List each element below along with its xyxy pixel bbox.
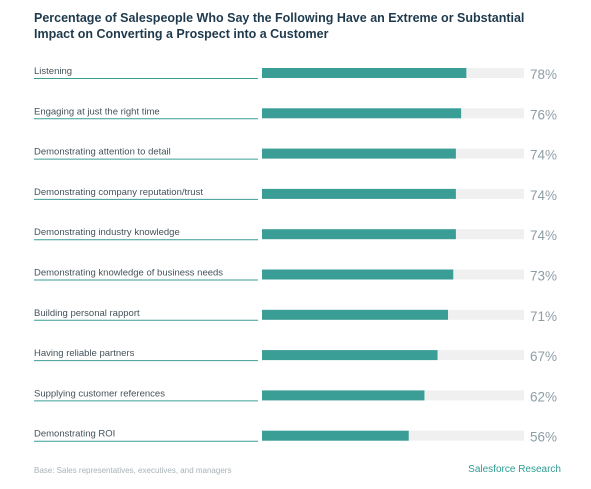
category-label: Building personal rapport bbox=[34, 308, 140, 319]
category-label: Demonstrating industry knowledge bbox=[34, 227, 180, 238]
value-label: 76% bbox=[530, 107, 557, 122]
bar bbox=[262, 390, 425, 401]
value-label: 74% bbox=[530, 148, 557, 163]
bar bbox=[262, 350, 438, 361]
chart-title-line-2: Impact on Converting a Prospect into a C… bbox=[34, 27, 329, 41]
category-label: Demonstrating attention to detail bbox=[34, 147, 171, 158]
bar bbox=[262, 269, 454, 280]
category-label: Demonstrating ROI bbox=[34, 429, 115, 440]
bar bbox=[262, 188, 456, 199]
brand-label: Salesforce Research bbox=[468, 464, 561, 475]
value-label: 78% bbox=[530, 67, 557, 82]
value-label: 67% bbox=[530, 349, 557, 364]
category-label: Listening bbox=[34, 66, 72, 77]
chart-title: Percentage of Salespeople Who Say the Fo… bbox=[34, 10, 574, 42]
value-label: 62% bbox=[530, 389, 557, 404]
bar bbox=[262, 229, 456, 240]
base-footnote: Base: Sales representatives, executives,… bbox=[34, 466, 232, 475]
value-label: 74% bbox=[530, 228, 557, 243]
category-label: Demonstrating company reputation/trust bbox=[34, 187, 203, 198]
chart-title-line-1: Percentage of Salespeople Who Say the Fo… bbox=[34, 11, 525, 25]
value-label: 71% bbox=[530, 309, 557, 324]
bar bbox=[262, 68, 467, 78]
category-label: Supplying customer references bbox=[34, 388, 165, 399]
value-label: 74% bbox=[530, 188, 557, 203]
bar bbox=[262, 430, 409, 441]
category-label: Demonstrating knowledge of business need… bbox=[34, 268, 223, 279]
category-label: Having reliable partners bbox=[34, 348, 135, 359]
category-label: Engaging at just the right time bbox=[34, 106, 160, 117]
bar bbox=[262, 108, 462, 119]
bar bbox=[262, 148, 456, 159]
value-label: 56% bbox=[530, 430, 557, 445]
bar bbox=[262, 309, 449, 320]
value-label: 73% bbox=[530, 269, 557, 284]
